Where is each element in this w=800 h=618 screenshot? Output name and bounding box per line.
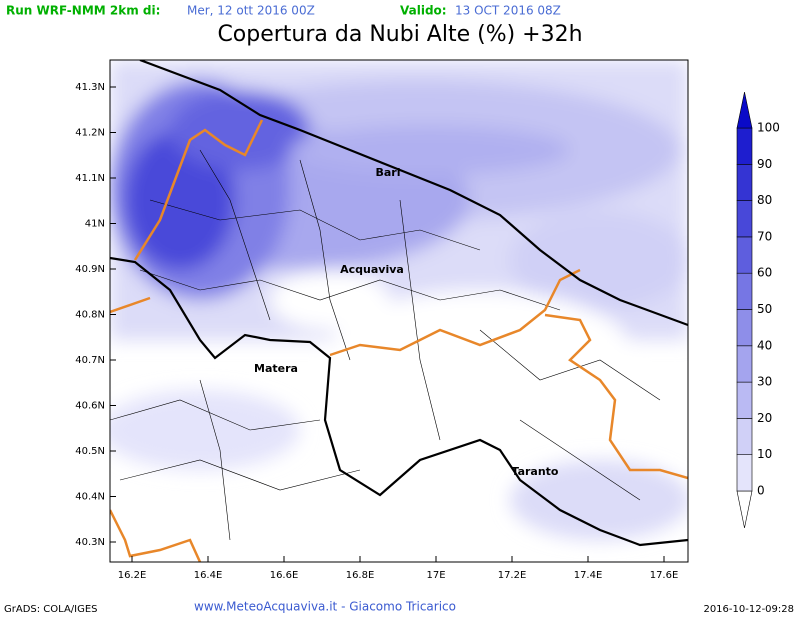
colorbar-low — [736, 490, 753, 529]
colorbar-segment — [736, 236, 753, 274]
x-tick-label: 16.4E — [194, 570, 223, 581]
run-label: Run WRF-NMM 2km di: — [6, 4, 160, 18]
valid-date: 13 OCT 2016 08Z — [455, 4, 561, 18]
colorbar-segment — [736, 272, 753, 310]
x-tick-label: 16.2E — [118, 570, 147, 581]
city-label: Taranto — [511, 465, 558, 478]
x-tick-label: 17.4E — [574, 570, 603, 581]
x-tick-label: 17E — [426, 570, 445, 581]
y-tick-label: 40.4N — [75, 492, 105, 503]
colorbar-segment — [736, 127, 753, 165]
boundaries — [110, 149, 661, 541]
city-label: Bari — [375, 166, 400, 179]
title: Copertura da Nubi Alte (%) +32h — [217, 22, 582, 47]
colorbar-segment — [736, 418, 753, 455]
colorbar-label: 0 — [757, 484, 765, 498]
city-label: Acquaviva — [340, 263, 404, 276]
colorbar-label: 80 — [757, 193, 772, 207]
x-tick-label: 17.6E — [650, 570, 679, 581]
colorbar-segment — [736, 381, 753, 419]
y-tick-label: 41N — [85, 219, 105, 230]
footer-left: GrADS: COLA/IGES — [4, 604, 98, 615]
footer-center: www.MeteoAcquaviva.it - Giacomo Tricaric… — [194, 600, 456, 614]
x-tick-label: 16.8E — [346, 570, 375, 581]
valid-label: Valido: — [400, 4, 447, 18]
colorbar-segment — [736, 309, 753, 347]
colorbar-label: 40 — [757, 338, 772, 352]
colorbar-segment — [736, 454, 753, 492]
colorbar-segment — [736, 200, 753, 238]
colorbar-high — [736, 91, 753, 129]
y-tick-label: 40.6N — [75, 401, 105, 412]
colorbar-segment — [736, 345, 753, 383]
region-borders — [110, 119, 688, 562]
y-tick-label: 41.3N — [75, 82, 105, 93]
y-tick-label: 40.3N — [75, 537, 105, 548]
y-tick-label: 40.8N — [75, 310, 105, 321]
y-tick-label: 40.9N — [75, 264, 105, 275]
x-tick-label: 16.6E — [270, 570, 299, 581]
map-frame — [109, 59, 689, 563]
y-tick-label: 41.1N — [75, 173, 105, 184]
colorbar-label: 30 — [757, 375, 772, 389]
y-tick-label: 41.2N — [75, 128, 105, 139]
cloud-field — [110, 60, 688, 540]
y-tick-label: 40.7N — [75, 355, 105, 366]
colorbar-label: 60 — [757, 266, 772, 280]
footer-right: 2016-10-12-09:28 — [703, 604, 794, 615]
map — [110, 60, 688, 562]
colorbar: 0 10 20 30 40 50 60 70 80 90 100 — [736, 91, 780, 529]
colorbar-label: 100 — [757, 121, 780, 135]
run-date: Mer, 12 ott 2016 00Z — [187, 4, 315, 18]
coastline — [110, 60, 688, 547]
axis-ticks: 16.2E 16.4E 16.6E 16.8E 17E 17.2E 17.4E 17.6E 41… — [75, 82, 678, 581]
colorbar-segment — [736, 164, 753, 201]
city-label: Matera — [254, 362, 298, 375]
y-tick-label: 40.5N — [75, 446, 105, 457]
colorbar-label: 70 — [757, 229, 772, 243]
colorbar-label: 90 — [757, 157, 772, 171]
colorbar-label: 10 — [757, 447, 772, 461]
colorbar-label: 50 — [757, 302, 772, 316]
colorbar-label: 20 — [757, 411, 772, 425]
x-tick-label: 17.2E — [498, 570, 527, 581]
